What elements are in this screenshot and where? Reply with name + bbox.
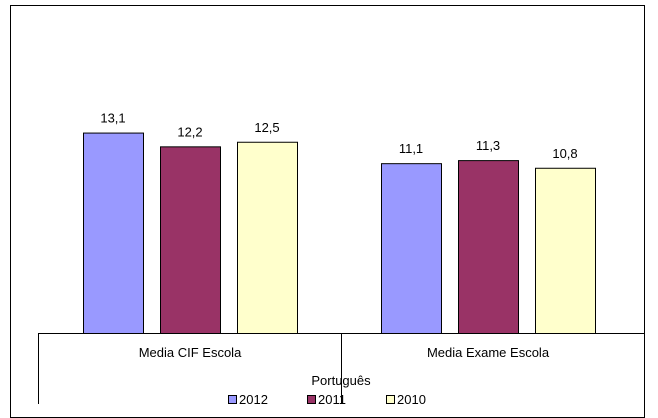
- legend-swatch-2012: [228, 395, 237, 404]
- bar-2011-cif: [160, 146, 221, 334]
- category-labels-group: Media CIF Escola Media Exame Escola: [139, 345, 550, 360]
- bar-value-label: 13,1: [100, 111, 125, 126]
- bar-value-label: 12,5: [254, 120, 279, 135]
- bar-2010-cif: [237, 141, 298, 334]
- value-labels-group: 13,1 12,2 12,5 11,1 11,3 10,8: [100, 111, 577, 161]
- bar-2010-exame: [535, 167, 596, 334]
- bar-2011-exame: [458, 160, 519, 334]
- bar-value-label: 10,8: [552, 146, 577, 161]
- legend: 2012 2011 2010: [228, 392, 426, 407]
- bar-value-label: 11,3: [476, 138, 500, 153]
- bar-value-label: 11,1: [399, 141, 423, 156]
- x-axis-ticks: [38, 333, 645, 404]
- category-label: Media Exame Escola: [427, 345, 550, 360]
- x-axis-title: Português: [311, 373, 371, 388]
- bar-2012-exame: [381, 163, 442, 334]
- bar-value-label: 12,2: [177, 124, 202, 139]
- legend-label-2011: 2011: [318, 392, 346, 407]
- legend-swatch-2011: [307, 395, 316, 404]
- legend-label-2010: 2010: [397, 392, 426, 407]
- bars-group: [83, 132, 596, 334]
- legend-swatch-2010: [386, 395, 395, 404]
- legend-label-2012: 2012: [239, 392, 268, 407]
- bar-2012-cif: [83, 132, 144, 334]
- category-label: Media CIF Escola: [139, 345, 242, 360]
